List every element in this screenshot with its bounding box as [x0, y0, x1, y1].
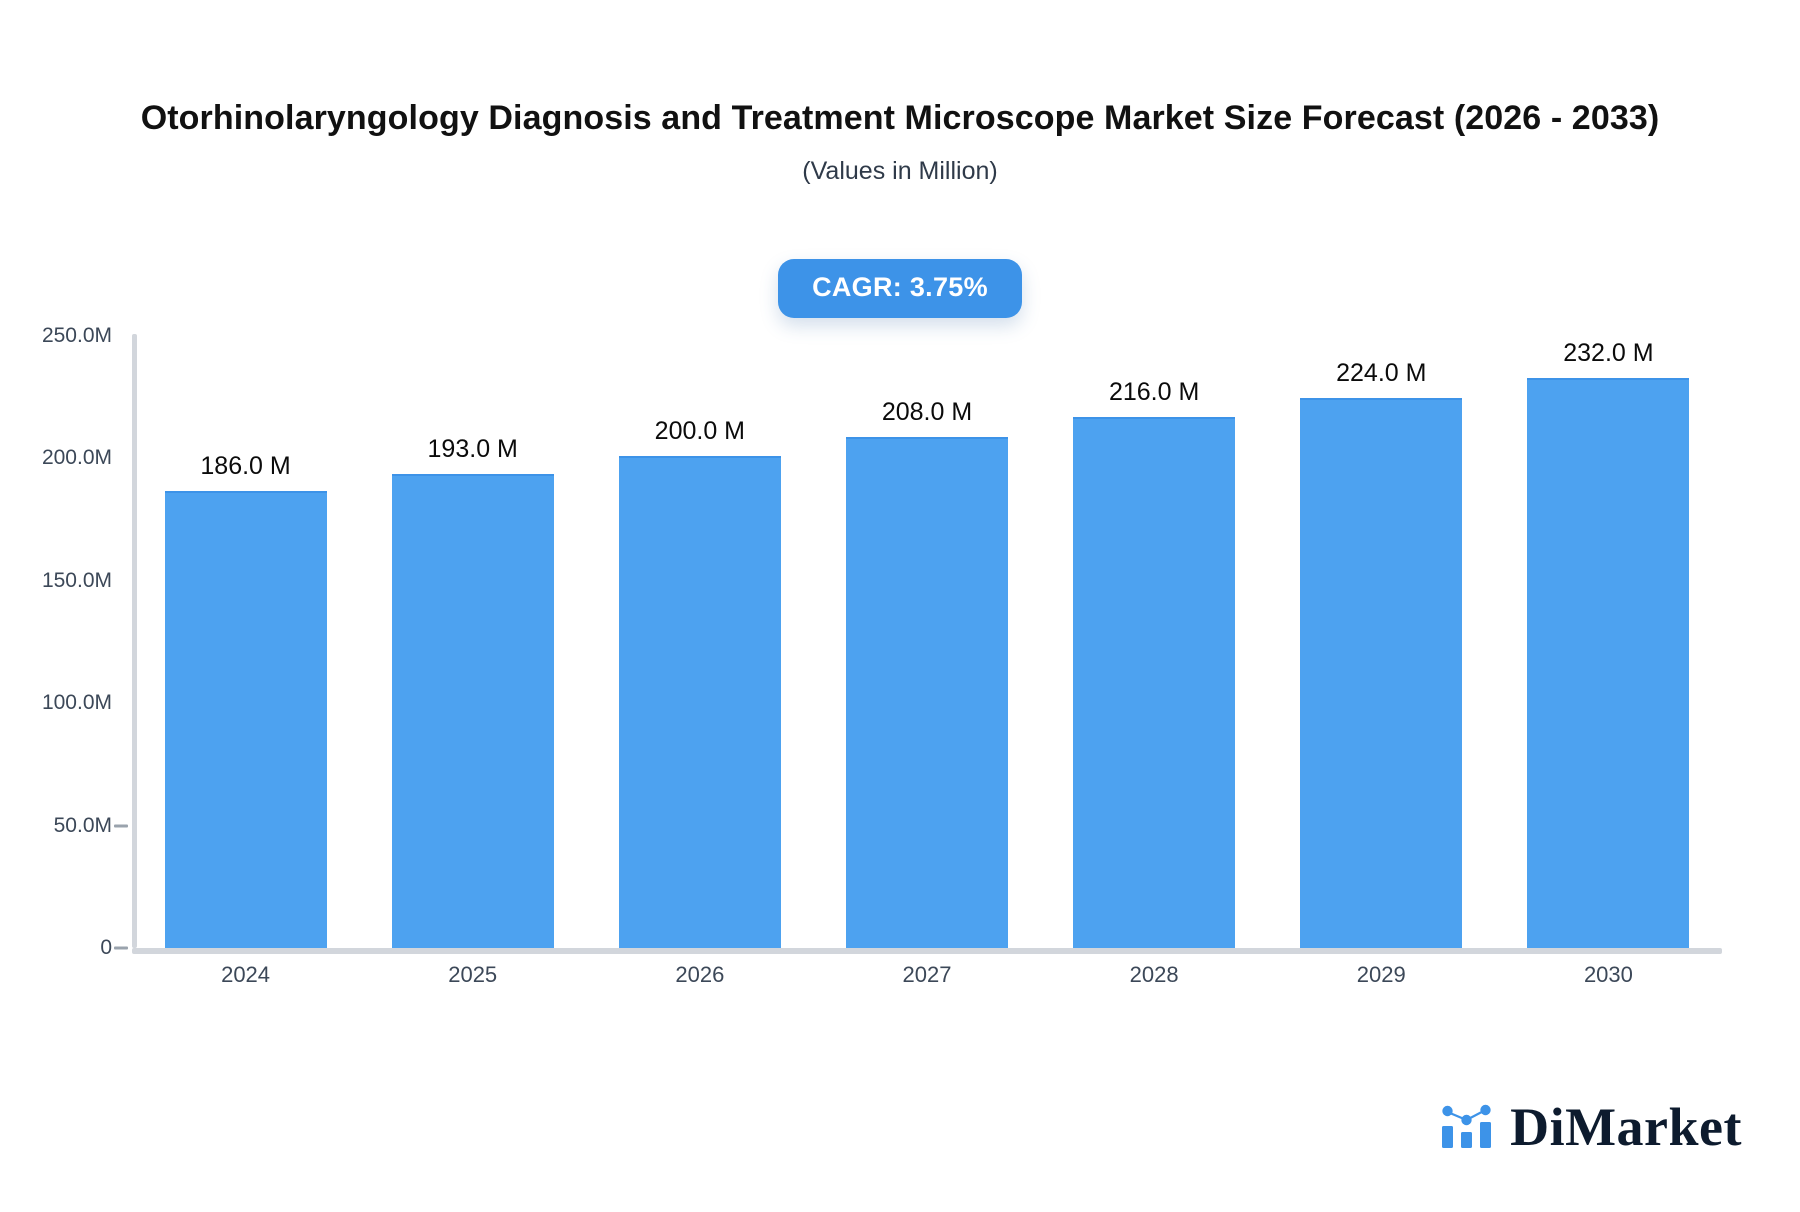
y-tick-label: 100.0M: [41, 691, 112, 715]
cagr-annotation-wrap: CAGR: 3.75%: [0, 259, 1800, 318]
bar-value-label: 216.0 M: [1108, 378, 1200, 407]
x-axis-ticks: 2024 2025 2026 2027 2028 2029 2030: [132, 962, 1722, 1002]
bar-column[interactable]: 193.0 M: [391, 336, 554, 948]
bar[interactable]: [846, 436, 1008, 948]
x-tick-label: 2026: [675, 962, 725, 987]
y-tick-label: 0: [100, 936, 112, 959]
bar-value-label: 200.0 M: [654, 417, 746, 446]
bar[interactable]: [1300, 397, 1463, 948]
bar-value-label: 186.0 M: [200, 451, 291, 480]
cagr-badge: CAGR: 3.75%: [778, 259, 1022, 318]
x-axis-line: [132, 948, 1722, 954]
bar-column[interactable]: 224.0 M: [1300, 336, 1463, 948]
x-tick-label: 2024: [221, 962, 271, 987]
chart-title: Otorhinolaryngology Diagnosis and Treatm…: [140, 99, 1660, 137]
dimarket-logo: DiMarket: [1440, 1100, 1742, 1154]
x-tick-label: 2028: [1129, 962, 1179, 987]
bar[interactable]: [391, 473, 554, 948]
x-tick-label: 2029: [1356, 962, 1406, 987]
bar[interactable]: [1527, 378, 1690, 948]
y-tick-label: 50.0M: [53, 813, 112, 837]
x-tick-label: 2027: [902, 962, 952, 987]
bar-value-label: 232.0 M: [1563, 339, 1654, 368]
y-axis-line: [132, 334, 137, 948]
y-tick-label: 200.0M: [41, 446, 112, 470]
bar-value-label: 224.0 M: [1336, 358, 1427, 387]
y-tick-label: 150.0M: [41, 568, 112, 592]
bar[interactable]: [164, 490, 327, 948]
y-tick-mark: [114, 946, 128, 950]
x-tick-label: 2025: [448, 962, 498, 987]
x-tick-label: 2030: [1583, 962, 1633, 987]
chart-header: Otorhinolaryngology Diagnosis and Treatm…: [0, 96, 1800, 186]
y-tick-mark: [114, 824, 128, 828]
bar-column[interactable]: 200.0 M: [618, 336, 781, 948]
bar[interactable]: [618, 456, 781, 948]
bar-value-label: 193.0 M: [427, 434, 518, 463]
chart-subtitle: (Values in Million): [802, 156, 998, 185]
bar-column[interactable]: 216.0 M: [1073, 336, 1236, 948]
plot-area: 186.0 M 193.0 M 200.0 M 208.0 M 216.0 M 224.0…: [132, 334, 1722, 954]
bar-column[interactable]: 208.0 M: [846, 336, 1008, 948]
logo-wordmark: DiMarket: [1510, 1097, 1742, 1157]
bar[interactable]: [1073, 417, 1236, 948]
bar-column[interactable]: 232.0 M: [1527, 336, 1690, 948]
bar-value-label: 208.0 M: [881, 397, 973, 426]
bar-chart-logo-icon: [1442, 1104, 1492, 1148]
bar-series: 186.0 M 193.0 M 200.0 M 208.0 M 216.0 M 224.0…: [132, 336, 1722, 948]
y-axis-ticks: 0 50.0M 100.0M 150.0M 200.0M 250.0M: [0, 324, 128, 959]
y-tick-label: 250.0M: [41, 324, 112, 347]
bar-column[interactable]: 186.0 M: [164, 336, 327, 948]
